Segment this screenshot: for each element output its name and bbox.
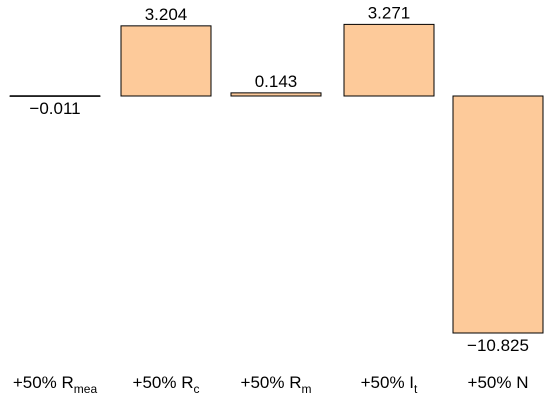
bar-2 [120, 25, 212, 97]
category-label-1: +50% Rmea [13, 373, 98, 396]
bar-5 [452, 95, 544, 334]
bar-4 [343, 23, 435, 97]
value-label-5: −10.825 [467, 336, 529, 355]
bar-3 [230, 92, 322, 97]
value-label-1: −0.011 [29, 99, 80, 118]
value-label-4: 3.271 [368, 3, 411, 22]
category-label-5: +50% N [468, 373, 529, 392]
category-label-2: +50% Rc [133, 373, 200, 396]
value-label-2: 3.204 [145, 5, 188, 24]
category-label-4: +50% It [361, 373, 418, 396]
category-label-3: +50% Rm [241, 373, 312, 396]
value-label-3: 0.143 [255, 72, 298, 91]
